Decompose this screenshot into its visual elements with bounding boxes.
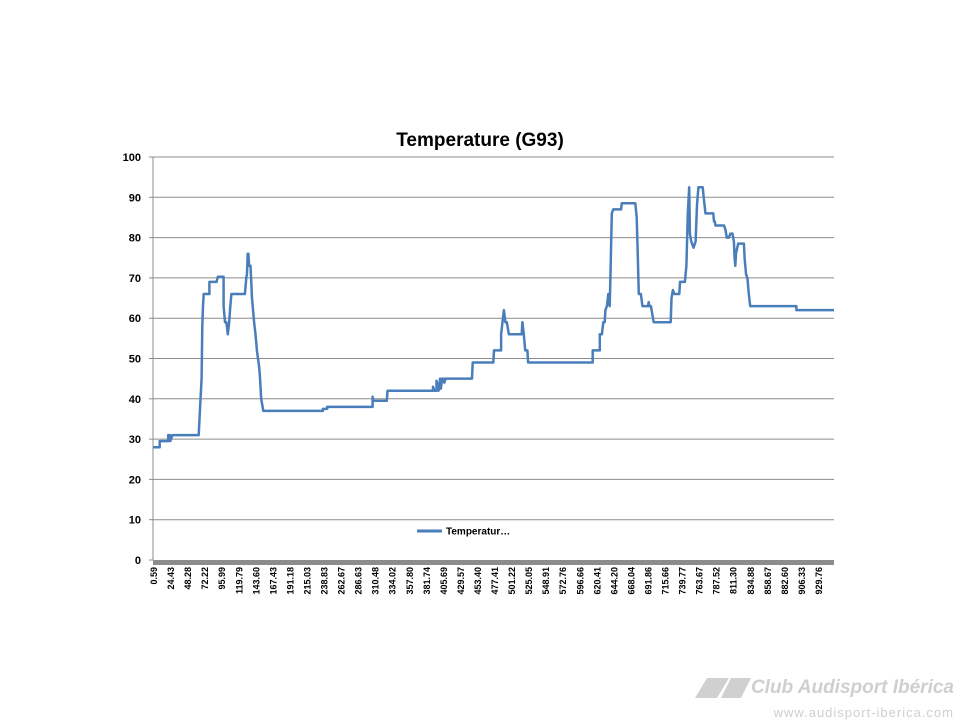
y-tick-label: 90	[129, 192, 141, 204]
x-tick-label: 381.74	[422, 567, 432, 595]
x-tick-label: 119.79	[234, 567, 244, 594]
x-tick-label: 310.48	[371, 567, 381, 595]
x-tick-label: 143.60	[251, 567, 261, 595]
x-tick-label: 572.76	[558, 567, 568, 595]
x-tick-label: 882.60	[780, 567, 790, 595]
y-tick-label: 30	[129, 434, 141, 446]
watermark-url: www.audisport-iberica.com	[773, 705, 954, 720]
x-tick-label: 48.28	[183, 567, 193, 590]
y-tick-label: 70	[129, 273, 141, 285]
x-tick-label: 620.41	[592, 567, 602, 595]
x-tick-label: 334.02	[388, 567, 398, 595]
y-tick-label: 10	[129, 515, 141, 527]
x-tick-label: 763.67	[695, 567, 705, 595]
series-layer	[153, 185, 834, 449]
x-tick-label: 644.20	[609, 567, 619, 595]
series-line	[153, 185, 834, 449]
x-tick-label: 95.99	[217, 567, 227, 590]
x-tick-label: 929.76	[814, 567, 824, 595]
x-tick-label: 191.18	[285, 567, 295, 595]
x-tick-label: 691.86	[644, 567, 654, 595]
y-tick-label: 50	[129, 354, 141, 366]
x-tick-label: 0.59	[149, 567, 159, 585]
watermark-logo: Club Audisport Ibérica	[694, 677, 954, 699]
club-logo-icon	[694, 678, 751, 698]
watermark: Club Audisport Ibérica www.audisport-ibe…	[694, 677, 954, 720]
x-tick-label: 787.52	[712, 567, 722, 595]
y-tick-label: 40	[129, 394, 141, 406]
x-tick-label: 238.83	[320, 567, 330, 595]
x-axis: 0.59 24.43 48.28 72.22 95.99 119.79 143.60 167.…	[149, 560, 834, 595]
x-tick-label: 596.66	[575, 567, 585, 595]
x-tick-label: 668.04	[626, 567, 636, 595]
x-tick-label: 834.88	[746, 567, 756, 595]
x-tick-label: 167.43	[268, 567, 278, 595]
x-tick-label: 739.77	[678, 567, 688, 595]
x-tick-label: 906.33	[797, 567, 807, 595]
legend: Temperatur…	[417, 527, 510, 538]
y-tick-label: 20	[129, 474, 141, 486]
x-tick-label: 262.67	[337, 567, 347, 595]
x-tick-label: 715.66	[661, 567, 671, 595]
x-tick-label: 477.41	[490, 567, 500, 595]
legend-label: Temperatur…	[446, 527, 510, 538]
y-tick-label: 80	[129, 233, 141, 245]
gridlines	[149, 156, 834, 561]
chart-title: Temperature (G93)	[396, 130, 564, 151]
y-tick-label: 0	[135, 555, 141, 567]
y-tick-label: 100	[123, 152, 141, 164]
x-tick-label: 286.63	[354, 567, 364, 595]
x-tick-label: 357.80	[405, 567, 415, 595]
y-axis-ticks: 0 10 20 30 40 50 60 70 80 90 100	[123, 152, 141, 567]
watermark-name: Club Audisport Ibérica	[750, 677, 954, 698]
x-tick-label: 453.40	[473, 567, 483, 595]
x-tick-label: 429.57	[456, 567, 466, 595]
x-tick-label: 72.22	[200, 567, 210, 590]
x-tick-label: 548.91	[541, 567, 551, 595]
x-tick-label: 24.43	[166, 567, 176, 590]
y-tick-label: 60	[129, 313, 141, 325]
x-tick-label: 811.30	[729, 567, 739, 594]
x-tick-label: 405.69	[439, 567, 449, 595]
x-tick-label: 858.67	[763, 567, 773, 595]
x-tick-label: 215.03	[303, 567, 313, 595]
x-tick-label: 501.22	[507, 567, 517, 595]
x-axis-band	[153, 560, 834, 565]
x-tick-label: 525.05	[524, 567, 534, 595]
